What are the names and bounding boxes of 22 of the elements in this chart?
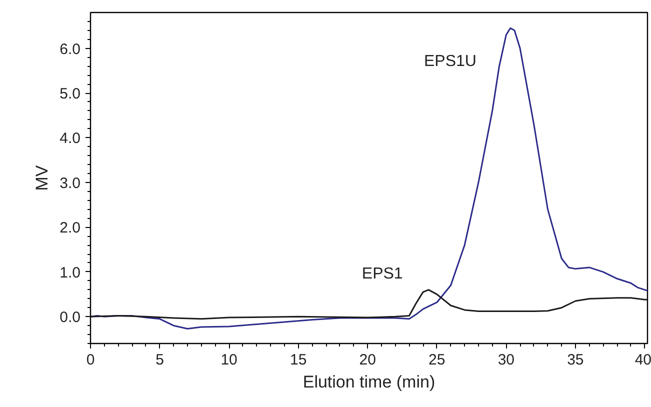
y-axis-title: MV <box>32 164 52 191</box>
line-series <box>90 27 648 330</box>
y-tick-label: 5.0 <box>60 86 81 103</box>
series-label: EPS1U <box>424 53 476 70</box>
y-tick-label: 4.0 <box>60 130 81 148</box>
x-tick-label: 0 <box>86 352 95 368</box>
x-tick-label: 35 <box>567 352 584 368</box>
x-tick-label: 40 <box>634 352 651 368</box>
x-tick-label: 15 <box>290 352 307 368</box>
x-tick-label: 25 <box>428 352 446 368</box>
series-label: EPS1 <box>362 266 403 283</box>
x-axis-title: Elution time (min) <box>302 372 436 392</box>
x-tick-label: 10 <box>220 352 238 368</box>
x-tick-label: 30 <box>498 352 515 368</box>
y-tick-label: 1.0 <box>60 264 81 282</box>
x-tick-label: 5 <box>156 352 164 368</box>
line-series <box>90 289 648 320</box>
y-tick-label: 3.0 <box>60 174 81 192</box>
x-tick-label: 20 <box>359 352 376 368</box>
y-tick-label: 6.0 <box>60 40 81 58</box>
y-tick-label: 2.0 <box>60 220 81 237</box>
y-tick-label: 0.0 <box>60 309 81 326</box>
